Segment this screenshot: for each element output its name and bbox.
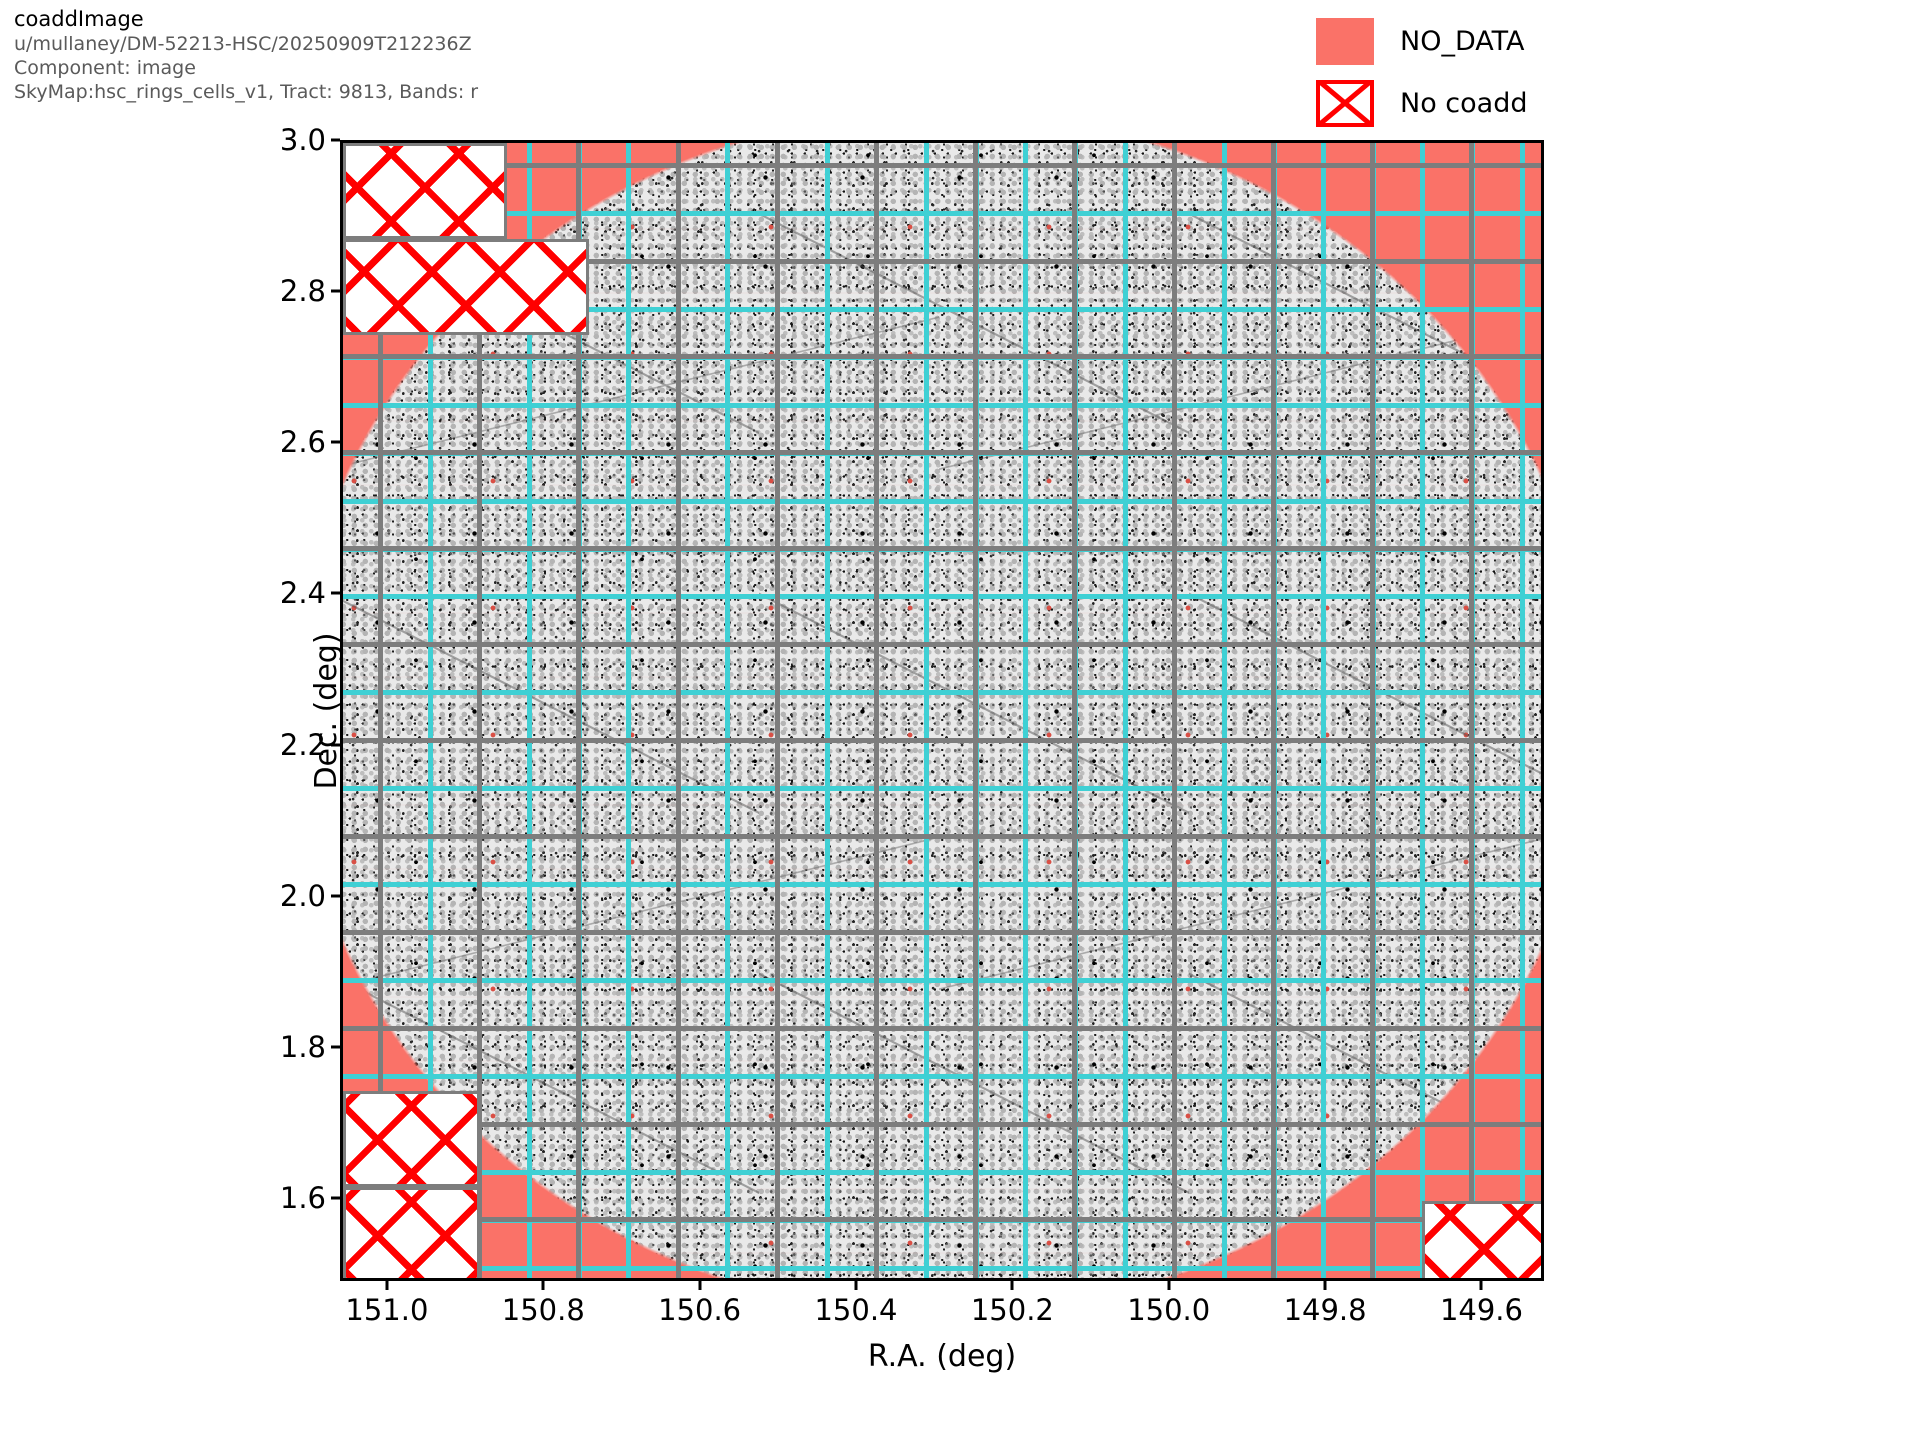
legend: NO_DATA No coadd: [1316, 10, 1528, 134]
y-tick-label: 2.6: [279, 425, 326, 460]
y-tick-label: 1.8: [279, 1029, 326, 1064]
legend-item-no-coadd: No coadd: [1316, 72, 1528, 134]
sky-image-disc: [343, 143, 1541, 1278]
y-tick-label: 2.8: [279, 274, 326, 309]
y-tick-mark: [331, 289, 340, 293]
legend-item-label: NO_DATA: [1400, 25, 1525, 57]
y-tick-mark: [331, 138, 340, 142]
x-tick-mark: [698, 1281, 702, 1290]
x-tick-label: 150.4: [814, 1293, 898, 1327]
x-tick-label: 150.0: [1127, 1293, 1211, 1327]
nodata-swatch: [1316, 17, 1374, 65]
component-label: Component: image: [14, 57, 196, 79]
x-tick-mark: [854, 1281, 858, 1290]
nocoadd-hatch-swatch: [1316, 79, 1374, 127]
image-canvas[interactable]: [340, 140, 1544, 1281]
y-tick-label: 2.4: [279, 576, 326, 611]
no-coadd-patch: [343, 143, 508, 239]
no-coadd-patch: [343, 1090, 480, 1188]
x-tick-mark: [1479, 1281, 1483, 1290]
y-tick-mark: [331, 1045, 340, 1049]
no-coadd-patch: [343, 1187, 480, 1278]
x-tick-label: 149.8: [1283, 1293, 1367, 1327]
x-tick-mark: [385, 1281, 389, 1290]
legend-item-no-data: NO_DATA: [1316, 10, 1528, 72]
header-block: coaddImage u/mullaney/DM-52213-HSC/20250…: [14, 6, 478, 104]
skymap-label: SkyMap:hsc_rings_cells_v1, Tract: 9813, …: [14, 81, 479, 103]
x-tick-label: 149.6: [1439, 1293, 1523, 1327]
no-coadd-patch: [343, 238, 590, 335]
y-tick-mark: [331, 440, 340, 444]
x-tick-label: 150.2: [970, 1293, 1054, 1327]
plot-area: 3.0 2.8 2.6 2.4 2.2 2.0 1.8 1.6 151.0 150.8 150.6…: [280, 123, 1544, 1374]
x-tick-label: 150.6: [658, 1293, 742, 1327]
y-tick-label: 2.0: [279, 878, 326, 913]
page-title: coaddImage: [14, 7, 144, 31]
x-tick-mark: [1167, 1281, 1171, 1290]
run-collection-label: u/mullaney/DM-52213-HSC/20250909T212236Z: [14, 33, 472, 55]
no-coadd-patch: [1421, 1200, 1541, 1278]
y-tick-label: 3.0: [279, 123, 326, 157]
y-tick-mark: [331, 894, 340, 898]
y-tick-mark: [331, 591, 340, 595]
y-tick-label: 1.6: [279, 1180, 326, 1215]
legend-item-label: No coadd: [1400, 87, 1528, 119]
x-tick-label: 150.8: [501, 1293, 585, 1327]
x-tick-mark: [1010, 1281, 1014, 1290]
x-axis-label: R.A. (deg): [867, 1339, 1017, 1374]
y-tick-mark: [331, 743, 340, 746]
y-tick-label: 2.2: [279, 727, 326, 762]
y-tick-mark: [331, 1196, 340, 1200]
x-tick-label: 151.0: [345, 1293, 429, 1327]
y-axis-label: Dec. (deg): [309, 631, 345, 790]
x-tick-mark: [1323, 1281, 1327, 1290]
x-tick-mark: [541, 1281, 545, 1290]
